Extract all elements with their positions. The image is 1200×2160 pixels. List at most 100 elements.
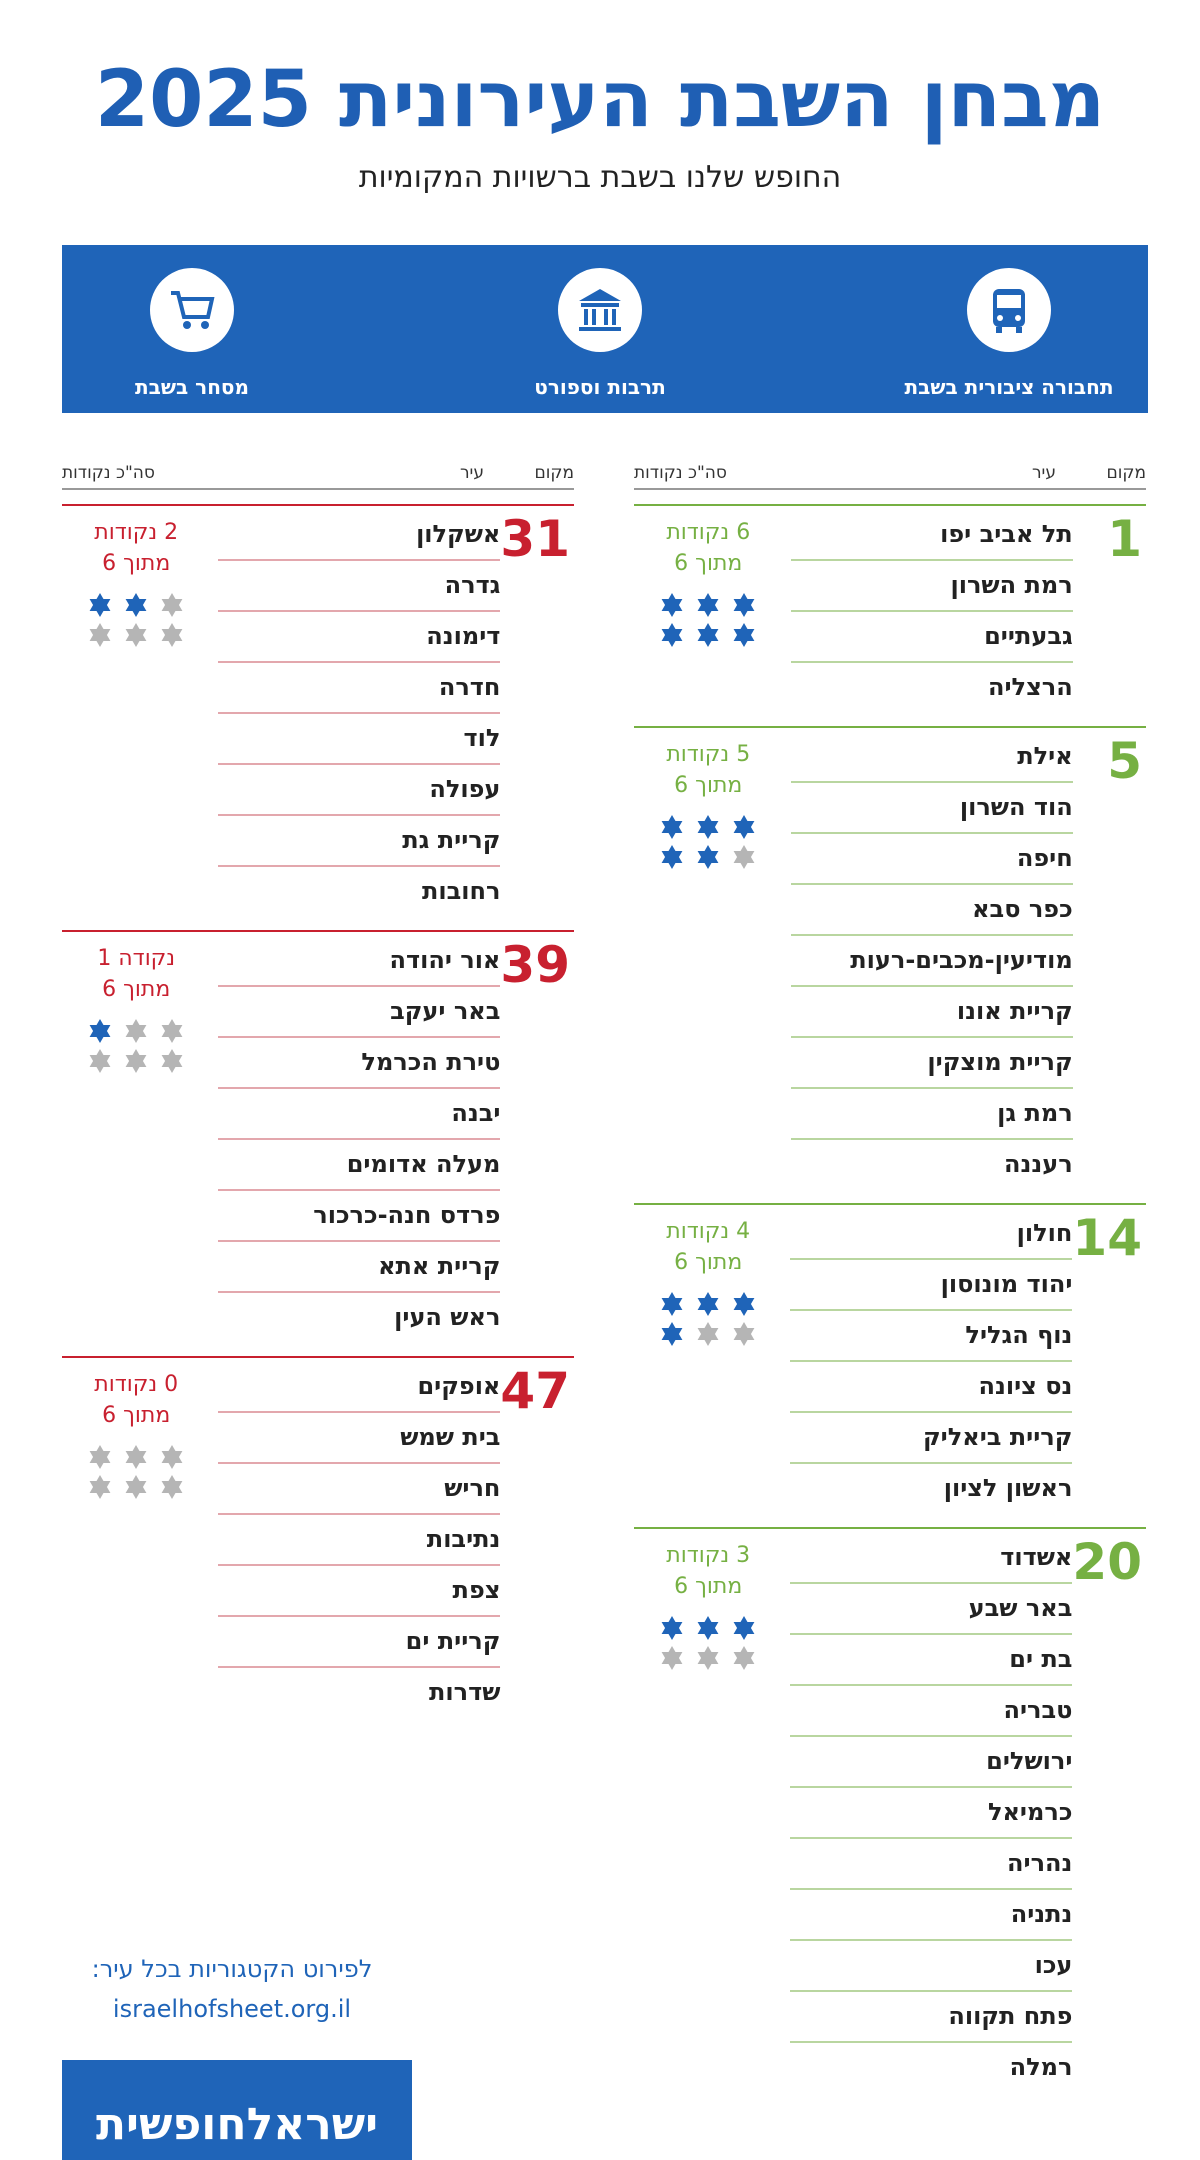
city: אור יהודה (218, 936, 501, 987)
star (161, 1049, 183, 1073)
star (161, 623, 183, 647)
star (161, 593, 183, 617)
city: באר שבע (790, 1584, 1073, 1635)
star (661, 1616, 683, 1640)
star (661, 815, 683, 839)
city: חיפה (790, 834, 1073, 885)
star-part (733, 1298, 755, 1316)
city: ראש העין (394, 1303, 501, 1331)
star-part (697, 821, 719, 839)
city: חריש (218, 1464, 501, 1515)
rank-group: 5 אילת הוד השרון חיפה כפר סבא מודיעין-מכבים-ר… (634, 726, 1146, 1189)
points-label: 6 נקודות (666, 520, 751, 545)
city: רמת גן (790, 1089, 1073, 1140)
rank-group: 47 אופקים בית שמש חריש נתיבות צפת קריית ים שדרו… (62, 1356, 574, 1717)
star (161, 1445, 183, 1469)
star-part (89, 1481, 111, 1499)
rank: 20 (1072, 1533, 1142, 1591)
star (661, 623, 683, 647)
city: גדרה (218, 561, 501, 612)
city: רמת השרון (790, 561, 1073, 612)
star (661, 593, 683, 617)
star (89, 1019, 111, 1043)
star (733, 623, 755, 647)
star-part (125, 1025, 147, 1043)
city: נהריה (790, 1839, 1073, 1890)
category: תרבות וספורט (450, 267, 750, 399)
rank-group: 14 חולון יהוד מונוסון נוף הגליל נס ציונה קריי… (634, 1203, 1146, 1513)
star-part (125, 629, 147, 647)
rank-group: 1 תל אביב יפו רמת השרון גבעתיים הרצליה 6 נקוד… (634, 504, 1146, 712)
city: טבריה (790, 1686, 1073, 1737)
star (125, 1475, 147, 1499)
star-part (89, 629, 111, 647)
star (697, 1646, 719, 1670)
star-part (661, 1328, 683, 1346)
star (733, 1616, 755, 1640)
header-points: סה"כ נקודות (634, 463, 727, 483)
city: תל אביב יפו (790, 510, 1073, 561)
star-part (89, 599, 111, 617)
star-part (697, 1328, 719, 1346)
city-list: אשדוד באר שבע בת ים טבריה ירושלים כרמיאל נהריה… (790, 1533, 1073, 2092)
star (89, 1445, 111, 1469)
star-part (733, 851, 755, 869)
star-part (661, 599, 683, 617)
star-part (661, 629, 683, 647)
rank: 14 (1072, 1209, 1142, 1267)
stars (62, 1018, 210, 1074)
stars (634, 1291, 782, 1347)
star (733, 845, 755, 869)
star-part (697, 599, 719, 617)
city: כרמיאל (790, 1788, 1073, 1839)
rank-group: 20 אשדוד באר שבע בת ים טבריה ירושלים כרמיאל נהר… (634, 1527, 1146, 2092)
city: קריית אתא (218, 1242, 501, 1293)
star (697, 1292, 719, 1316)
category-banner: תחבורה ציבורית בשבת תרבות וספורט מסחר בש… (62, 245, 1148, 413)
city: באר יעקב (218, 987, 501, 1038)
city: קריית ים (218, 1617, 501, 1668)
category: תחבורה ציבורית בשבת (859, 267, 1159, 399)
star (89, 623, 111, 647)
stars (634, 592, 783, 648)
rank: 39 (500, 936, 570, 994)
star-part (161, 1481, 183, 1499)
star-part (89, 1025, 111, 1043)
points-box: 6 נקודות מתוך 6 (634, 510, 783, 712)
footer-url[interactable]: israelhofsheet.org.il (112, 1995, 352, 2023)
city: הוד השרון (790, 783, 1073, 834)
star-part (733, 1622, 755, 1640)
city: ראשון לציון (943, 1474, 1073, 1502)
star-part (161, 629, 183, 647)
header-city: עיר (459, 463, 484, 483)
points-label: 0 נקודות (94, 1372, 179, 1397)
city-list: אשקלון גדרה דימונה חדרה לוד עפולה קריית גת רחוב… (218, 510, 501, 916)
star-part (161, 1055, 183, 1073)
city: מודיעין-מכבים-רעות (790, 936, 1073, 987)
city: נתניה (790, 1890, 1073, 1941)
logo: ישראלחופשית (62, 2060, 412, 2160)
points-label: 4 נקודות (666, 1219, 751, 1244)
city: קריית אונו (790, 987, 1073, 1038)
stars (634, 1615, 782, 1671)
city-list: אופקים בית שמש חריש נתיבות צפת קריית ים שדרות (218, 1362, 501, 1717)
points-label: 2 נקודות (94, 520, 179, 545)
city: אופקים (218, 1362, 501, 1413)
city: מעלה אדומים (218, 1140, 501, 1191)
points-out-of: מתוך 6 (102, 1403, 171, 1428)
star-part (697, 629, 719, 647)
star (125, 1049, 147, 1073)
star (661, 1646, 683, 1670)
city: נתיבות (218, 1515, 501, 1566)
star (733, 815, 755, 839)
star-part (161, 599, 183, 617)
points-out-of: מתוך 6 (674, 1250, 743, 1275)
header-rank: מקום (534, 463, 574, 483)
city: עכו (790, 1941, 1073, 1992)
city: טירת הכרמל (218, 1038, 501, 1089)
star-part (661, 1652, 683, 1670)
star-part (697, 1298, 719, 1316)
star-part (733, 1328, 755, 1346)
star-part (661, 851, 683, 869)
